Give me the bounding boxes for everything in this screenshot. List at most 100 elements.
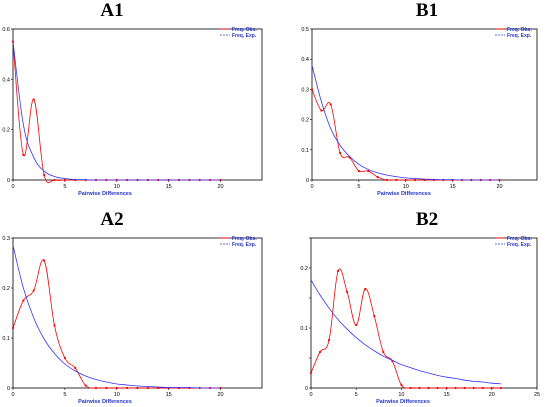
data-point <box>43 173 46 177</box>
x-tick-label: 10 <box>398 392 404 398</box>
data-point <box>157 386 160 390</box>
data-point <box>346 290 349 294</box>
x-tick-label: 10 <box>114 392 120 398</box>
data-point <box>364 287 367 291</box>
x-tick-label: 15 <box>450 184 456 190</box>
data-point <box>136 386 139 390</box>
x-tick-label: 15 <box>166 184 172 190</box>
x-tick-label: 5 <box>355 392 358 398</box>
series-line-expected <box>310 279 501 385</box>
y-tick-label: 0.2 <box>301 118 309 124</box>
y-tick-label: 0.1 <box>2 336 10 342</box>
y-tick-label: 0.2 <box>2 286 10 292</box>
chart-title: B1 <box>415 0 439 21</box>
data-point <box>414 178 417 182</box>
data-point <box>32 98 35 101</box>
chart-panel-b1: B1 0 0.1 0.2 0.3 0.4 0.5 0 5 10 15 20 Pairwise Diff… <box>275 0 550 200</box>
data-point <box>63 178 66 182</box>
data-point <box>329 103 332 106</box>
data-point <box>318 350 322 354</box>
chart-svg: 0 0.1 0.2 0.3 0.4 0.5 0 5 10 15 20 Pairwise Differe… <box>301 27 538 197</box>
chart-panel-b2: B2 0 0.1 0.2 0 5 10 15 20 25 Pairwise Differences… <box>275 203 550 403</box>
data-point <box>43 259 46 262</box>
x-tick-label: 0 <box>11 184 14 190</box>
y-tick-label: 0.4 <box>2 77 10 83</box>
data-point <box>309 371 313 375</box>
data-point <box>499 386 502 390</box>
legend-label: Freq. Exp. <box>507 33 532 39</box>
y-tick-label: 0.2 <box>2 128 10 134</box>
data-point <box>436 386 439 390</box>
data-point <box>409 386 412 390</box>
y-tick-label: 0.1 <box>300 326 308 332</box>
plot-frame <box>12 28 263 181</box>
data-point <box>481 386 484 390</box>
chart-title: A2 <box>100 209 124 230</box>
data-point <box>463 386 466 390</box>
series-line-expected <box>12 41 221 181</box>
chart-panel-a1: A1 0 0.2 0.4 0.6 0 5 10 15 20 Pairwise Difference… <box>0 0 275 200</box>
legend-label: Freq. Obs. <box>507 236 532 242</box>
x-tick-label: 10 <box>403 184 409 190</box>
y-tick-label: 0.3 <box>2 236 10 242</box>
data-point <box>53 178 56 182</box>
x-tick-label: 5 <box>63 392 66 398</box>
legend-label: Freq. Exp. <box>232 242 257 248</box>
chart-svg: 0 0.2 0.4 0.6 0 5 10 15 20 Pairwise Differences Fr… <box>2 27 263 197</box>
x-tick-label: 10 <box>114 184 120 190</box>
y-tick-label: 0.2 <box>300 266 308 272</box>
x-tick-label: 20 <box>496 184 502 190</box>
x-tick-label: 15 <box>166 392 172 398</box>
data-point <box>454 386 457 390</box>
data-point <box>385 178 389 182</box>
data-point <box>22 299 25 302</box>
x-tick-label: 5 <box>63 184 66 190</box>
series-line-observed <box>12 259 221 389</box>
data-point <box>472 386 475 390</box>
data-point <box>126 386 129 390</box>
x-tick-label: 20 <box>217 392 223 398</box>
x-tick-label: 0 <box>11 392 14 398</box>
legend-label: Freq. Obs. <box>507 27 532 33</box>
data-point <box>445 386 448 390</box>
x-tick-label: 20 <box>489 392 495 398</box>
data-point <box>395 178 398 182</box>
data-point <box>339 151 342 154</box>
data-point <box>32 289 35 292</box>
y-tick-label: 0.1 <box>301 148 309 154</box>
data-point <box>327 338 331 342</box>
y-tick-label: 0 <box>7 178 10 184</box>
data-point <box>400 383 403 387</box>
data-point <box>357 169 360 173</box>
x-axis-label: Pairwise Differences <box>377 191 431 197</box>
data-point <box>427 386 430 390</box>
chart-svg: 0 0.1 0.2 0.3 0 5 10 15 20 Pairwise Differences Fr… <box>2 236 263 403</box>
data-point <box>310 88 314 91</box>
y-tick-label: 0 <box>7 386 10 392</box>
data-point <box>115 386 118 390</box>
x-tick-label: 20 <box>217 184 223 190</box>
data-point <box>22 153 25 156</box>
data-point <box>11 326 15 330</box>
x-axis-label: Pairwise Differences <box>376 399 430 403</box>
y-tick-label: 0 <box>306 178 309 184</box>
chart-svg: 0 0.1 0.2 0 5 10 15 20 25 Pairwise Differences Fre… <box>300 236 540 403</box>
series-line-observed <box>311 89 500 181</box>
x-axis-label: Pairwise Differences <box>78 191 132 197</box>
series-line-observed <box>310 268 501 389</box>
series-line-expected <box>311 65 500 181</box>
y-tick-label: 0.3 <box>301 87 309 93</box>
data-point <box>63 356 66 360</box>
data-point <box>53 324 56 327</box>
data-point <box>382 350 385 354</box>
legend-label: Freq. Exp. <box>507 242 532 248</box>
legend-label: Freq. Obs. <box>232 236 257 242</box>
legend-label: Freq. Obs. <box>232 27 257 33</box>
data-point <box>337 269 340 273</box>
data-point <box>355 323 358 327</box>
plot-frame <box>310 237 538 389</box>
x-axis-label: Pairwise Differences <box>78 399 132 403</box>
x-tick-label: 25 <box>534 392 540 398</box>
data-point <box>94 386 98 390</box>
data-point <box>105 386 108 390</box>
